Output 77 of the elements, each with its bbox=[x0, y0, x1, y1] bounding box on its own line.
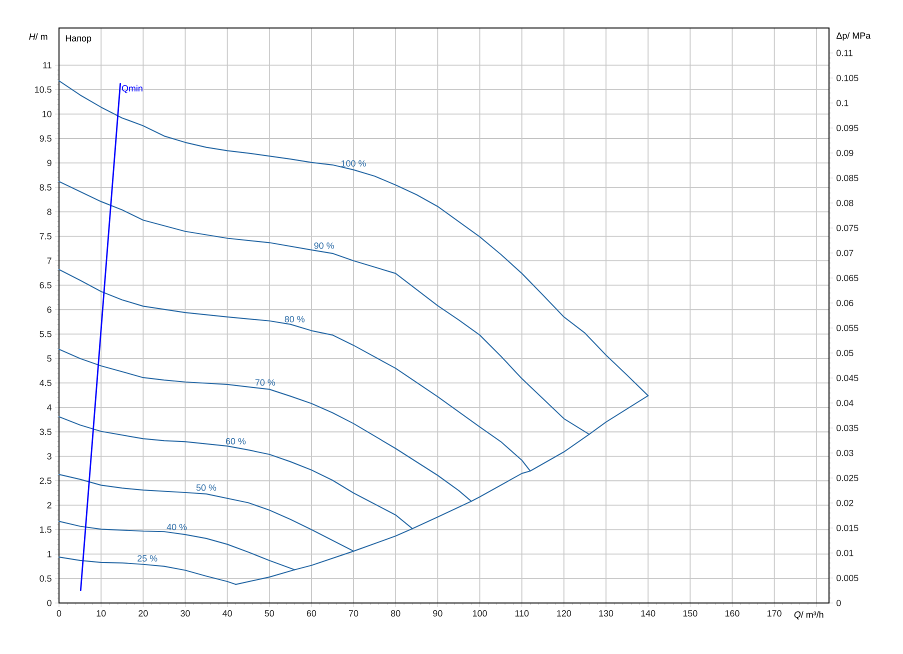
y-tick-label: 10 bbox=[42, 110, 52, 118]
x-tick-label: 70 bbox=[349, 610, 358, 617]
y-tick-label: 5.5 bbox=[40, 330, 52, 338]
x-axis-title: Q/ m³/h bbox=[794, 611, 824, 620]
x-tick-label: 60 bbox=[306, 610, 316, 617]
y-tick-label: 8.5 bbox=[40, 184, 52, 191]
y-tick-label: 3 bbox=[47, 453, 52, 460]
y2-tick-label: 0.05 bbox=[836, 350, 854, 356]
x-tick-label: 50 bbox=[264, 610, 274, 617]
series-label: 100 % bbox=[342, 160, 366, 167]
y2-tick-label: 0.01 bbox=[836, 550, 854, 556]
y-tick-label: 8 bbox=[47, 208, 52, 216]
y2-tick-label: 0.085 bbox=[836, 174, 858, 182]
y2-tick-label: 0.11 bbox=[836, 50, 853, 56]
series-label: 40 % bbox=[166, 524, 187, 530]
x-tick-label: 150 bbox=[683, 610, 698, 617]
x-tick-label: 0 bbox=[56, 610, 62, 617]
y-tick-label: 4.5 bbox=[40, 380, 52, 386]
x-tick-label: 40 bbox=[222, 610, 232, 617]
y2-tick-label: 0.04 bbox=[836, 400, 854, 406]
y2-tick-label: 0.03 bbox=[836, 450, 854, 456]
x-tick-label: 10 bbox=[96, 610, 106, 617]
x-tick-label: 30 bbox=[180, 610, 190, 617]
y-tick-label: 0.5 bbox=[40, 575, 52, 582]
x-tick-label: 110 bbox=[515, 610, 529, 617]
y-tick-label: 2 bbox=[47, 502, 52, 508]
series-label: 90 % bbox=[314, 242, 334, 249]
x-tick-label: 170 bbox=[768, 610, 782, 617]
series-label: Qmin bbox=[122, 84, 142, 94]
y2-tick-label: 0.055 bbox=[836, 324, 858, 332]
x-tick-label: 90 bbox=[433, 610, 442, 617]
y2-tick-label: 0.105 bbox=[836, 74, 858, 82]
y2-tick-label: 0.035 bbox=[836, 424, 858, 432]
y-tick-label: 1.5 bbox=[40, 526, 52, 533]
series-label: 80 % bbox=[284, 316, 305, 322]
series-label: 70 % bbox=[255, 379, 276, 386]
y2-tick-label: 0.005 bbox=[836, 574, 858, 582]
y-tick-label: 11 bbox=[43, 62, 52, 68]
x-tick-label: 160 bbox=[725, 610, 740, 617]
x-tick-label: 100 bbox=[472, 610, 487, 617]
y2-tick-label: 0.07 bbox=[836, 250, 854, 256]
y2-tick-label: 0 bbox=[836, 600, 841, 606]
y2-tick-label: 0.025 bbox=[836, 474, 858, 482]
y-tick-label: 6.5 bbox=[40, 282, 52, 288]
x-tick-label: 80 bbox=[391, 610, 400, 617]
y2-tick-label: 0.08 bbox=[836, 200, 854, 206]
y2-tick-label: 0.075 bbox=[836, 224, 858, 232]
y-tick-label: 7.5 bbox=[40, 233, 52, 240]
y-tick-label: 4 bbox=[47, 404, 52, 411]
y-tick-label: 1 bbox=[48, 551, 52, 558]
series-label: 60 % bbox=[226, 438, 246, 444]
y2-tick-label: 0.065 bbox=[836, 274, 858, 282]
y2-tick-label: 0.1 bbox=[836, 100, 848, 106]
y2-tick-label: 0.095 bbox=[836, 124, 858, 132]
y2-tick-label: 0.09 bbox=[836, 150, 854, 156]
y-tick-label: 10.5 bbox=[35, 86, 52, 93]
y2-tick-label: 0.045 bbox=[836, 374, 858, 382]
y2-tick-label: 0.06 bbox=[836, 300, 854, 306]
y-tick-label: 2.5 bbox=[40, 478, 52, 484]
y-tick-label: 5 bbox=[47, 355, 52, 362]
y2-tick-label: 0.015 bbox=[836, 524, 858, 532]
y-tick-label: 9.5 bbox=[40, 135, 52, 142]
x-tick-label: 140 bbox=[641, 610, 656, 617]
y-tick-label: 6 bbox=[47, 306, 52, 313]
x-tick-label: 120 bbox=[557, 610, 572, 617]
series-label: 25 % bbox=[138, 555, 158, 562]
x-tick-label: 130 bbox=[599, 610, 614, 617]
y-axis-title: H/ m bbox=[29, 33, 48, 40]
y-tick-label: 0 bbox=[47, 600, 52, 606]
y2-tick-label: 0.02 bbox=[836, 500, 854, 506]
x-tick-label: 20 bbox=[138, 610, 148, 617]
text: Напор bbox=[66, 35, 92, 44]
y-tick-label: 7 bbox=[47, 258, 52, 264]
y2-axis-title: Δp/ MPa bbox=[836, 32, 871, 41]
y-tick-label: 9 bbox=[47, 160, 52, 166]
y-tick-label: 3.5 bbox=[40, 428, 52, 436]
series-label: 50 % bbox=[196, 484, 216, 491]
